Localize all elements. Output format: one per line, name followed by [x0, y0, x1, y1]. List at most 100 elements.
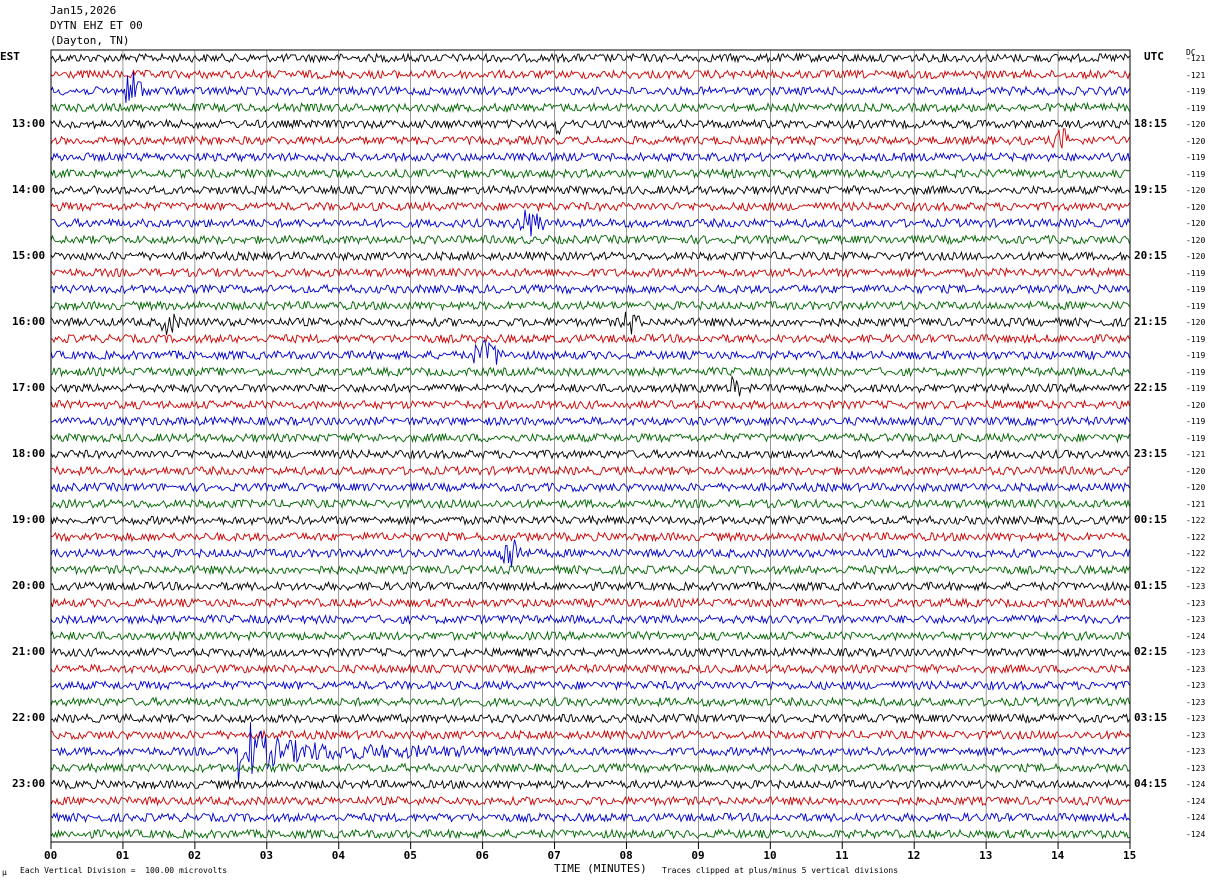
- trace-line: [50, 167, 1130, 180]
- dc-offset-label: -120: [1186, 202, 1206, 212]
- dc-offset-label: -121: [1186, 499, 1206, 509]
- x-axis-label: TIME (MINUTES): [554, 862, 647, 875]
- trace-line: [50, 712, 1130, 725]
- left-hour-label: 22:00: [12, 711, 46, 725]
- dc-offset-label: -120: [1186, 235, 1206, 245]
- right-hour-label: 21:15: [1134, 315, 1168, 329]
- plot-date: Jan15,2026: [50, 4, 117, 17]
- dc-offset-label: -124: [1186, 780, 1206, 790]
- right-hour-label: 23:15: [1134, 447, 1168, 461]
- right-hour-label: 03:15: [1134, 711, 1168, 725]
- right-hour-label: 18:15: [1134, 117, 1168, 131]
- trace-line: [50, 811, 1130, 824]
- trace-line: [50, 300, 1130, 312]
- dc-offset-label: -121: [1186, 450, 1206, 460]
- dc-offset-label: -124: [1186, 631, 1206, 641]
- left-timezone: EST: [0, 50, 20, 63]
- dc-offset-label: -120: [1186, 483, 1206, 493]
- dc-offset-label: -119: [1186, 334, 1206, 344]
- left-hour-label: 16:00: [12, 315, 46, 329]
- trace-line: [50, 118, 1130, 136]
- dc-offset-label: -121: [1186, 54, 1206, 63]
- dc-offset-label: -120: [1186, 400, 1206, 410]
- dc-offset-label: -120: [1186, 252, 1206, 262]
- corner-mark: µ: [2, 868, 7, 877]
- x-tick-label: 10: [763, 849, 777, 862]
- trace-line: [50, 128, 1130, 149]
- dc-offset-label: -123: [1186, 714, 1206, 724]
- trace-line: [50, 339, 1130, 365]
- dc-offset-label: -119: [1186, 301, 1206, 311]
- x-tick-label: 01: [115, 849, 130, 862]
- dc-offset-header: DC: [1186, 48, 1196, 57]
- trace-layer: [50, 52, 1130, 840]
- dc-offset-label: -123: [1186, 615, 1206, 625]
- dc-offset-label: -123: [1186, 648, 1206, 658]
- trace-line: [50, 564, 1130, 576]
- dc-offset-label: -123: [1186, 730, 1206, 740]
- x-tick-label: 02: [187, 849, 202, 862]
- dc-offset-label: -123: [1186, 664, 1206, 674]
- dc-offset-label: -123: [1186, 582, 1206, 592]
- left-hour-label: 21:00: [12, 645, 46, 659]
- left-hour-label: 15:00: [12, 249, 46, 263]
- trace-line: [50, 365, 1130, 378]
- trace-line: [50, 613, 1130, 626]
- dc-offset-label: -119: [1186, 351, 1206, 361]
- trace-line: [50, 52, 1130, 64]
- right-hour-label: 04:15: [1134, 777, 1168, 791]
- station-location: (Dayton, TN): [50, 34, 130, 47]
- x-tick-label: 00: [44, 849, 58, 862]
- trace-line: [50, 696, 1130, 708]
- plot-frame: [50, 49, 1131, 843]
- trace-line: [51, 722, 1130, 783]
- trace-line: [50, 68, 1130, 81]
- dc-offset-label: -119: [1186, 87, 1206, 97]
- trace-line: [50, 828, 1130, 840]
- trace-line: [50, 481, 1130, 494]
- dc-offset-label: -120: [1186, 136, 1206, 146]
- dc-offset-label: -120: [1186, 466, 1206, 476]
- dc-offset-label: -119: [1186, 153, 1206, 163]
- grid-layer: [50, 49, 1131, 849]
- x-tick-label: 04: [331, 849, 345, 862]
- dc-offset-label: -123: [1186, 747, 1206, 757]
- x-tick-label: 08: [619, 849, 633, 862]
- trace-line: [50, 266, 1130, 279]
- trace-line: [50, 311, 1130, 335]
- dc-offset-label: -120: [1186, 186, 1206, 196]
- x-tick-label: 05: [403, 849, 417, 862]
- left-hour-label: 17:00: [12, 381, 46, 395]
- right-hour-label: 19:15: [1134, 183, 1168, 197]
- trace-line: [50, 663, 1130, 675]
- x-tick-label: 12: [907, 849, 921, 862]
- dc-offset-label: -119: [1186, 384, 1206, 394]
- dc-offset-label: -121: [1186, 70, 1206, 80]
- dc-offset-label: -120: [1186, 219, 1206, 229]
- trace-line: [50, 250, 1130, 262]
- dc-offset-label: -124: [1186, 796, 1206, 806]
- trace-line: [50, 71, 1130, 103]
- trace-line: [50, 498, 1130, 510]
- trace-line: [50, 209, 1130, 237]
- trace-line: [50, 580, 1130, 592]
- trace-line: [50, 233, 1130, 246]
- dc-offset-label: -119: [1186, 417, 1206, 427]
- dc-offset-label: -124: [1186, 830, 1206, 839]
- x-tick-label: 11: [835, 849, 849, 862]
- right-hour-label: 20:15: [1134, 249, 1168, 263]
- right-hour-label: 00:15: [1134, 513, 1168, 527]
- dc-offset-label: -122: [1186, 565, 1206, 575]
- dc-offset-label: -122: [1186, 549, 1206, 559]
- x-tick-label: 09: [691, 849, 705, 862]
- x-tick-label: 13: [979, 849, 993, 862]
- x-tick-label: 06: [475, 849, 489, 862]
- dc-offset-label: -123: [1186, 598, 1206, 608]
- trace-line: [50, 448, 1130, 460]
- trace-line: [50, 283, 1130, 295]
- trace-line: [50, 778, 1130, 791]
- trace-line: [50, 762, 1130, 774]
- left-hour-label: 14:00: [12, 183, 46, 197]
- trace-line: [50, 399, 1130, 411]
